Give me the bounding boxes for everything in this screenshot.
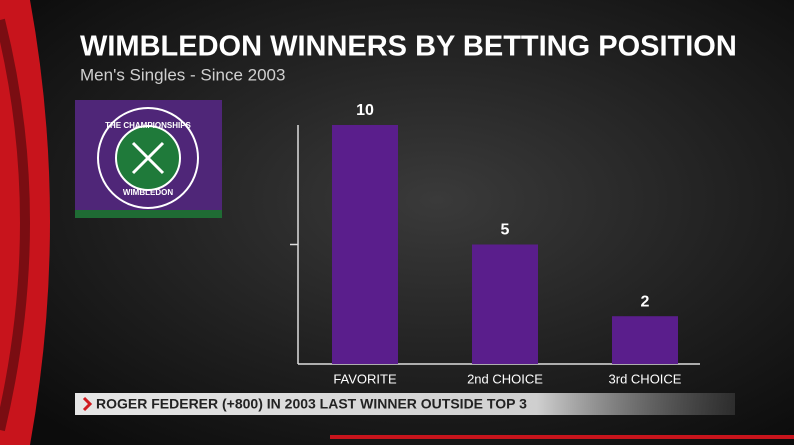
logo-bottom-text: WIMBLEDON [123,188,173,197]
value-label: 2 [641,293,650,310]
footer-text: ROGER FEDERER (+800) IN 2003 LAST WINNER… [96,396,527,412]
value-label: 10 [356,102,374,119]
subtitle: Men's Singles - Since 2003 [80,65,285,84]
bar [332,125,398,364]
footer-bar [75,393,735,415]
logo-top-text: THE CHAMPIONSHIPS [105,121,191,130]
value-label: 5 [501,222,510,239]
x-tick-label: FAVORITE [333,371,397,386]
x-tick-label: 3rd CHOICE [609,371,682,386]
red-arc-inner [0,18,30,432]
footer-marker [82,396,93,412]
bar [612,316,678,364]
x-tick-label: 2nd CHOICE [467,371,543,386]
title: WIMBLEDON WINNERS BY BETTING POSITION [80,31,737,63]
logo: THE CHAMPIONSHIPS WIMBLEDON [75,100,222,218]
logo-rackets [131,141,165,175]
logo-ring [97,107,199,209]
logo-strip [75,210,222,218]
bottom-line [330,435,794,439]
bar [472,244,538,364]
